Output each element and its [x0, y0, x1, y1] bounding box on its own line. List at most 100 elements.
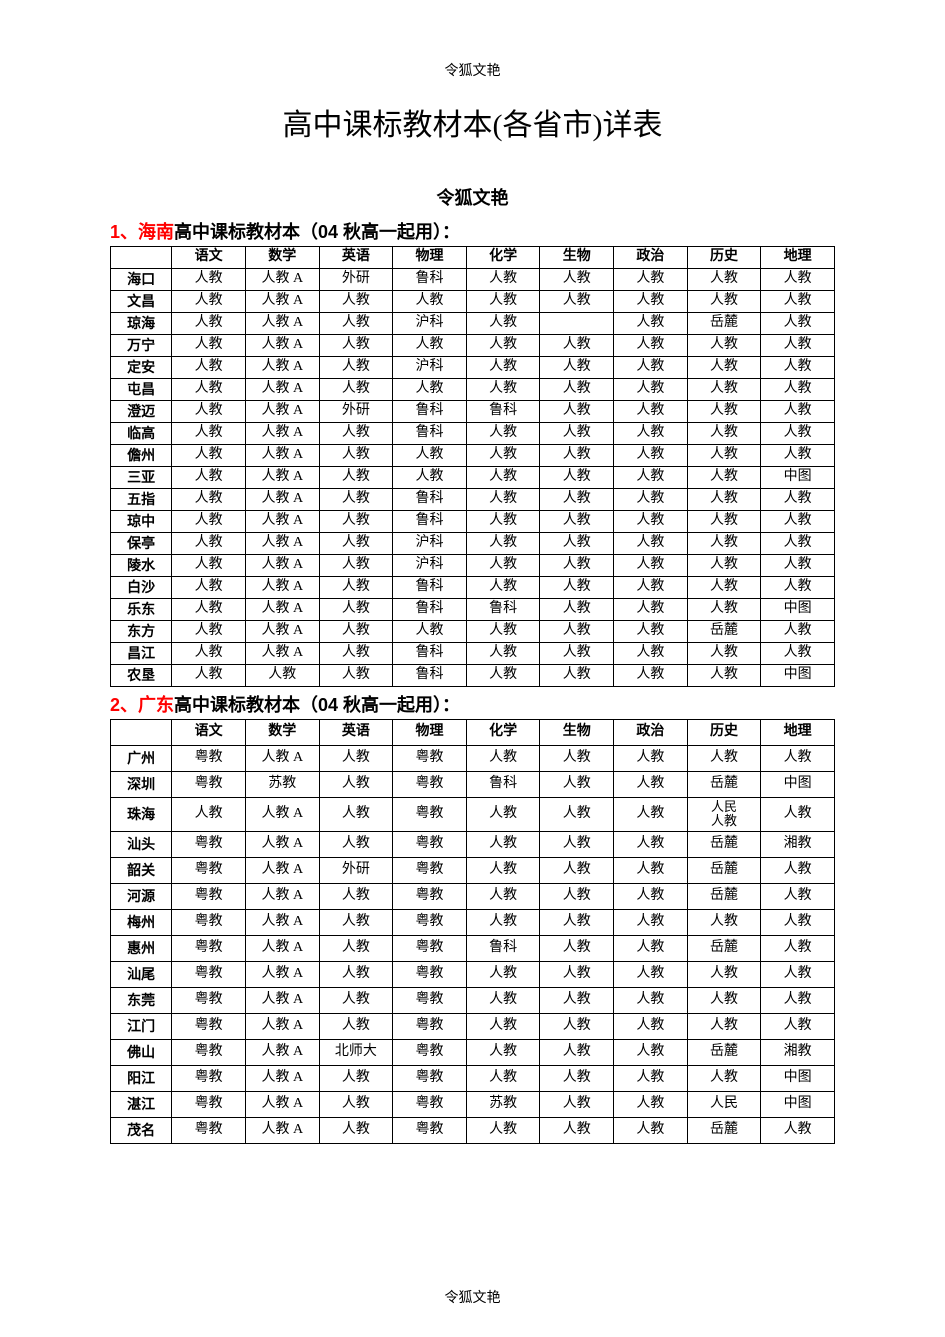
table-cell: 人教 — [172, 445, 246, 467]
table-cell: 中图 — [761, 1065, 835, 1091]
table-row: 佛山粤教人教 A北师大粤教人教人教人教岳麓湘教 — [111, 1039, 835, 1065]
table-row: 万宁人教人教 A人教人教人教人教人教人教人教 — [111, 335, 835, 357]
table-cell: 人教 A — [245, 883, 319, 909]
table-row: 保亭人教人教 A人教沪科人教人教人教人教人教 — [111, 533, 835, 555]
table-row: 白沙人教人教 A人教鲁科人教人教人教人教人教 — [111, 577, 835, 599]
table-cell: 人教 — [319, 961, 393, 987]
row-label: 陵水 — [111, 555, 172, 577]
table-row: 梅州粤教人教 A人教粤教人教人教人教人教人教 — [111, 909, 835, 935]
table-cell: 人教 — [540, 533, 614, 555]
table-row: 陵水人教人教 A人教沪科人教人教人教人教人教 — [111, 555, 835, 577]
row-label: 五指 — [111, 489, 172, 511]
table-cell: 中图 — [761, 467, 835, 489]
table-cell: 人教 — [614, 291, 688, 313]
table-cell: 人教 — [687, 909, 761, 935]
table-cell: 人教 — [761, 621, 835, 643]
table-cell: 粤教 — [172, 1065, 246, 1091]
table-row: 琼海人教人教 A人教沪科人教人教岳麓人教 — [111, 313, 835, 335]
table-row: 汕尾粤教人教 A人教粤教人教人教人教人教人教 — [111, 961, 835, 987]
column-header: 生物 — [540, 247, 614, 269]
table-cell: 人教 — [172, 313, 246, 335]
column-header: 语文 — [172, 247, 246, 269]
table-cell: 人教 — [466, 665, 540, 687]
table-cell: 人教 A — [245, 511, 319, 533]
table-cell: 鲁科 — [466, 401, 540, 423]
table-cell: 人教 A — [245, 401, 319, 423]
table-row: 儋州人教人教 A人教人教人教人教人教人教人教 — [111, 445, 835, 467]
table-cell: 鲁科 — [393, 269, 467, 291]
table-cell: 人教 — [540, 961, 614, 987]
table-cell: 人教 A — [245, 291, 319, 313]
table-cell: 鲁科 — [466, 935, 540, 961]
table-cell: 人教 — [319, 746, 393, 772]
column-header: 化学 — [466, 720, 540, 746]
table-cell: 粤教 — [393, 831, 467, 857]
table-cell: 人教 A — [245, 1091, 319, 1117]
table-cell: 人教 — [319, 621, 393, 643]
table-row: 东莞粤教人教 A人教粤教人教人教人教人教人教 — [111, 987, 835, 1013]
row-label: 屯昌 — [111, 379, 172, 401]
table-cell: 人教 A — [245, 643, 319, 665]
row-label: 东方 — [111, 621, 172, 643]
table-cell: 人教 — [761, 357, 835, 379]
table-cell: 人教 A — [245, 577, 319, 599]
column-header: 政治 — [614, 247, 688, 269]
table-cell: 鲁科 — [393, 599, 467, 621]
table-row: 深圳粤教苏教人教粤教鲁科人教人教岳麓中图 — [111, 772, 835, 798]
row-label: 汕尾 — [111, 961, 172, 987]
table-cell: 人教 — [540, 379, 614, 401]
table-cell: 粤教 — [172, 831, 246, 857]
table-cell: 人教 — [687, 643, 761, 665]
table-cell: 人教 — [687, 511, 761, 533]
table-cell: 人教 A — [245, 1013, 319, 1039]
table-cell: 人教 — [540, 883, 614, 909]
table-cell: 粤教 — [393, 1091, 467, 1117]
table-cell: 人教 — [466, 555, 540, 577]
table-cell: 中图 — [761, 599, 835, 621]
table-cell: 人教 — [466, 909, 540, 935]
table-cell: 人教 — [687, 746, 761, 772]
table-guangdong: 语文数学英语物理化学生物政治历史地理广州粤教人教 A人教粤教人教人教人教人教人教… — [110, 719, 835, 1144]
table-cell: 人教 A — [245, 555, 319, 577]
table-cell: 粤教 — [172, 935, 246, 961]
table-cell: 人教 — [761, 857, 835, 883]
table-cell: 人教 — [466, 831, 540, 857]
column-header: 生物 — [540, 720, 614, 746]
table-cell: 粤教 — [393, 883, 467, 909]
column-header: 英语 — [319, 247, 393, 269]
table-cell: 粤教 — [393, 1065, 467, 1091]
table-cell: 人教 — [614, 772, 688, 798]
column-header: 历史 — [687, 247, 761, 269]
table-cell: 人教 — [319, 335, 393, 357]
row-label: 湛江 — [111, 1091, 172, 1117]
table-cell: 人教 — [172, 379, 246, 401]
table-cell: 人教 — [466, 313, 540, 335]
row-label: 澄迈 — [111, 401, 172, 423]
table-cell: 人教 — [614, 883, 688, 909]
table-cell: 人教 — [172, 401, 246, 423]
table-cell: 人教 — [172, 643, 246, 665]
table-cell: 人教 — [614, 357, 688, 379]
table-cell: 人教 — [687, 489, 761, 511]
table-cell: 人教 — [466, 621, 540, 643]
table-cell: 人教 — [319, 987, 393, 1013]
table-cell: 粤教 — [172, 746, 246, 772]
table-cell: 人教 — [614, 423, 688, 445]
table-cell: 人教 — [761, 423, 835, 445]
table-cell: 人教 — [614, 599, 688, 621]
table-cell: 人教 — [761, 335, 835, 357]
table-row: 乐东人教人教 A人教鲁科鲁科人教人教人教中图 — [111, 599, 835, 621]
row-label: 临高 — [111, 423, 172, 445]
table-row: 文昌人教人教 A人教人教人教人教人教人教人教 — [111, 291, 835, 313]
table-cell: 人教 — [245, 665, 319, 687]
table-cell: 人教 A — [245, 746, 319, 772]
table-cell: 人教 — [761, 577, 835, 599]
table-cell: 岳麓 — [687, 831, 761, 857]
table-cell: 人教 — [614, 746, 688, 772]
table-cell: 人教 — [614, 857, 688, 883]
table-cell: 人教 — [466, 746, 540, 772]
table-cell: 人教 A — [245, 335, 319, 357]
table-cell: 人教 — [687, 555, 761, 577]
table-row: 广州粤教人教 A人教粤教人教人教人教人教人教 — [111, 746, 835, 772]
table-cell: 湘教 — [761, 831, 835, 857]
